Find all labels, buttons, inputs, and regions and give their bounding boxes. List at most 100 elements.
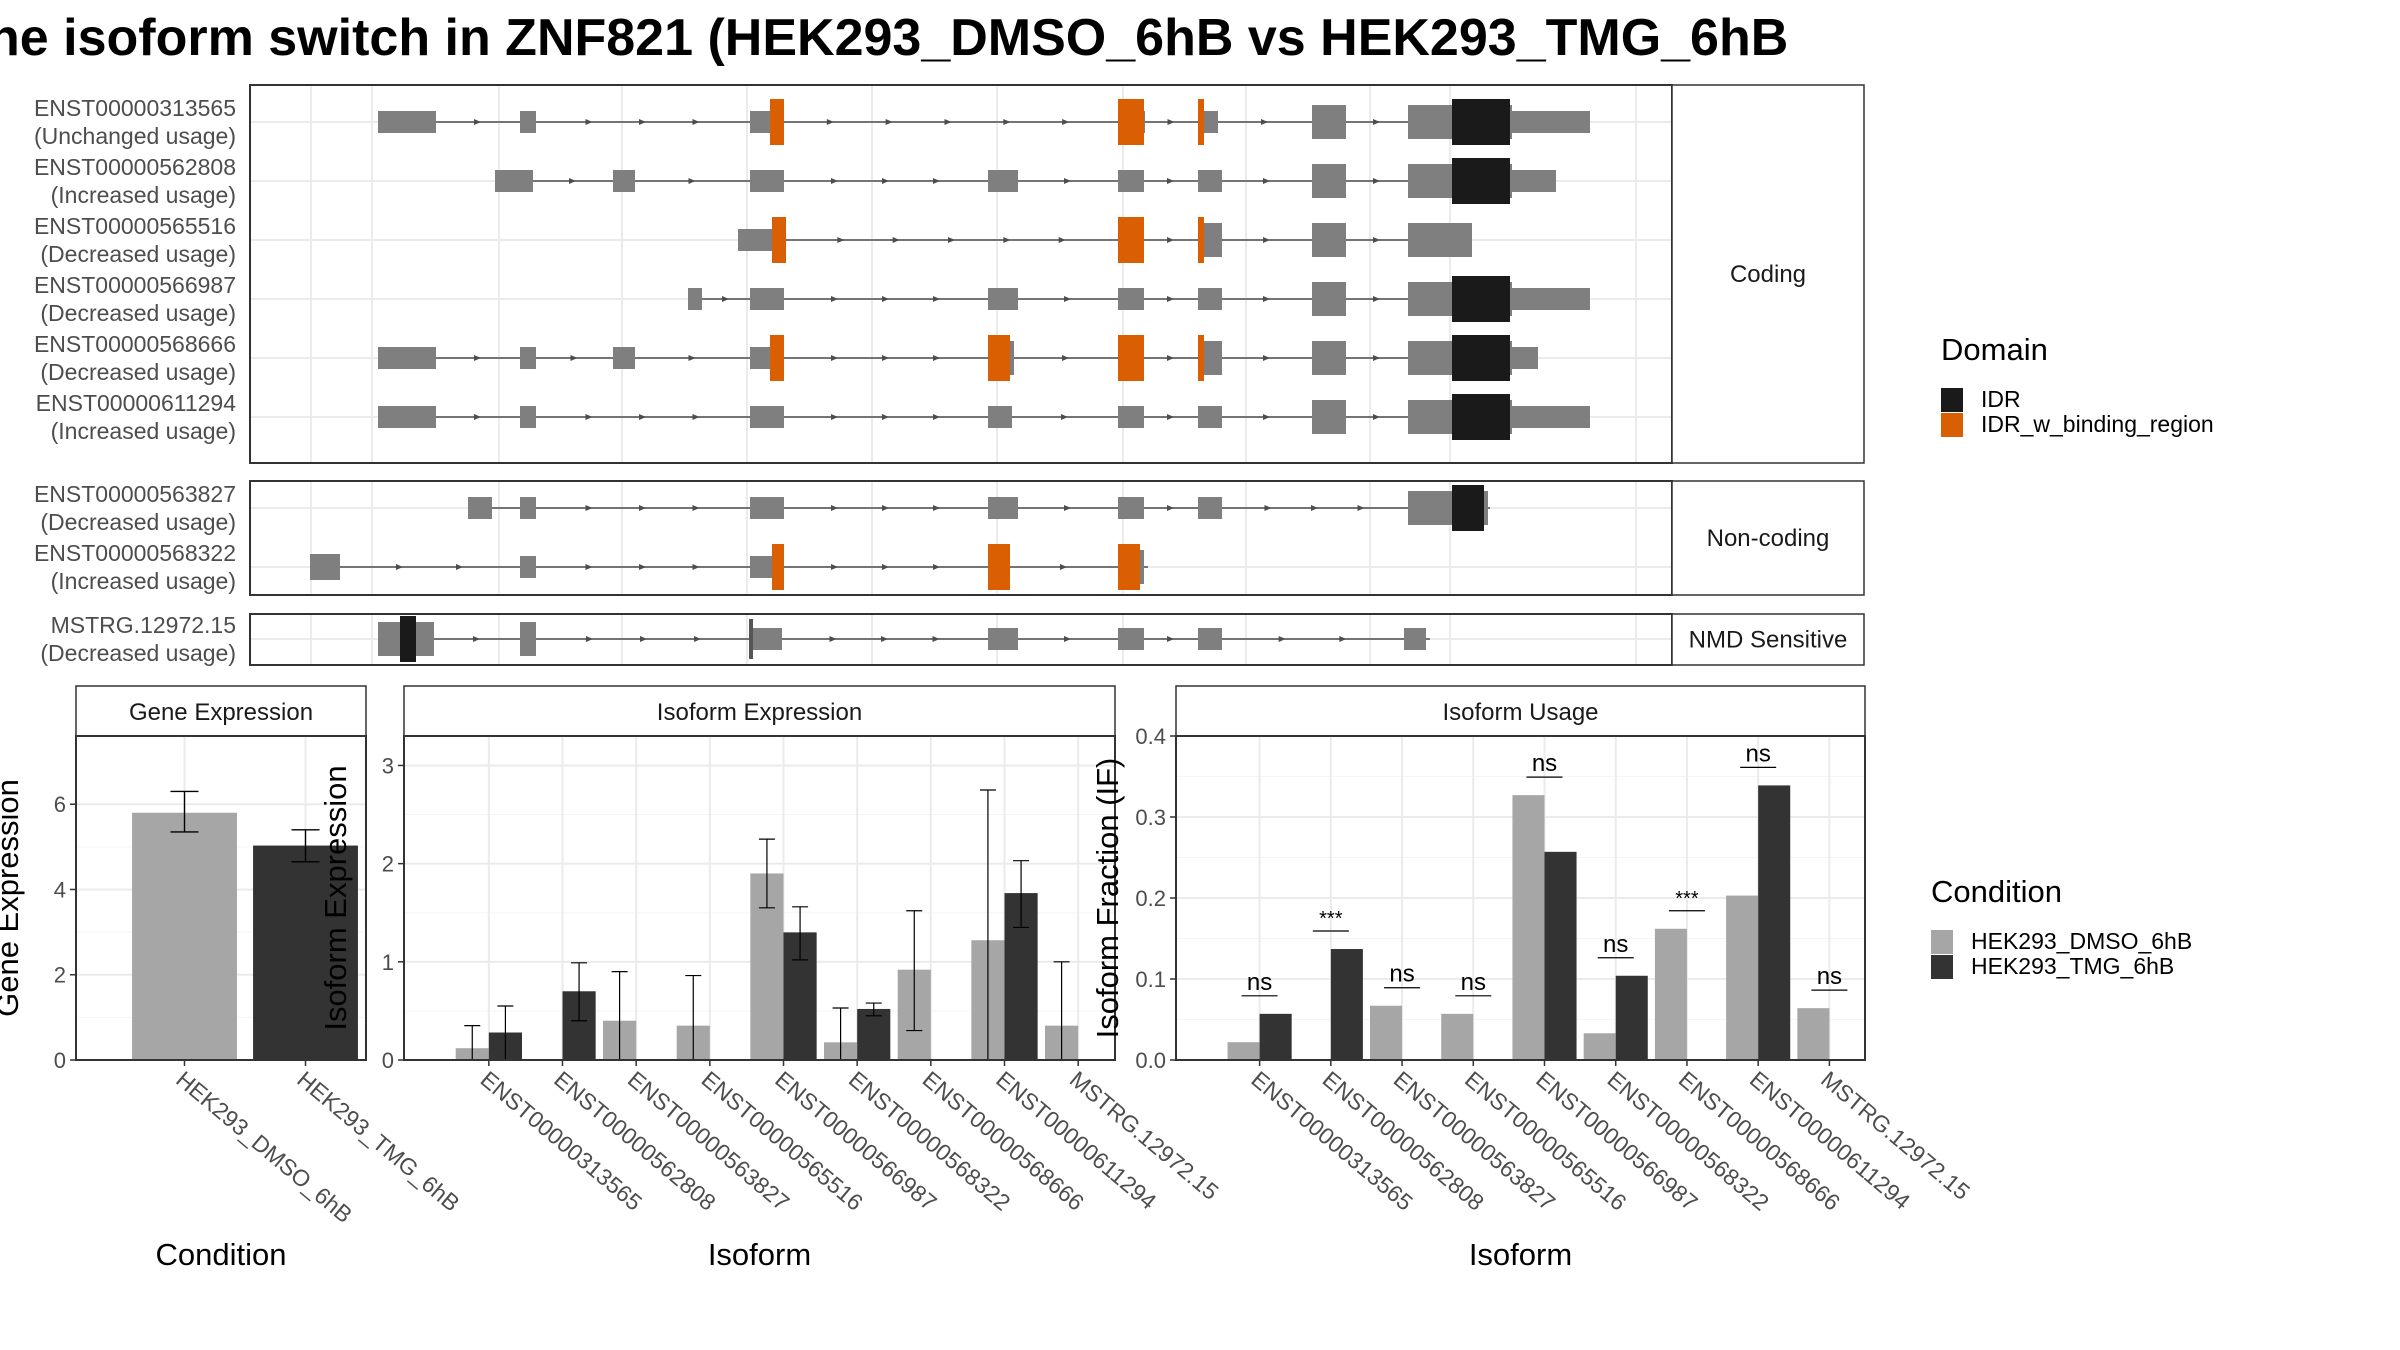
exon: [1118, 628, 1144, 650]
intron-arrow: [585, 564, 593, 570]
transcript-track: [378, 616, 1430, 662]
idr-binding-domain: [770, 335, 784, 381]
bar-chart-2: Isoform Expression0123ENST00000313565ENS…: [318, 685, 1224, 1272]
bar: [1259, 1013, 1292, 1060]
intron-arrow: [831, 564, 838, 570]
intron-arrow: [882, 564, 889, 570]
exon: [1198, 628, 1222, 650]
exon: [1118, 406, 1144, 428]
plot-border: [75, 735, 367, 1061]
intron-arrow: [640, 636, 647, 642]
transcript-name-label: MSTRG.12972.15: [51, 612, 236, 638]
exon: [1408, 282, 1454, 316]
intron-arrow: [831, 296, 838, 302]
intron-arrow: [831, 355, 838, 361]
intron-arrow: [639, 505, 646, 511]
chart-strip: [75, 685, 367, 737]
exon: [520, 622, 536, 656]
significance-label: ns: [1817, 963, 1842, 990]
intron-arrow: [1062, 355, 1069, 361]
plot-border: [403, 735, 1116, 1061]
intron-arrow: [829, 636, 837, 642]
transcript-name-label: ENST00000611294: [36, 390, 237, 416]
structure-strip: [1671, 480, 1865, 596]
intron-arrow: [1311, 505, 1318, 511]
domain-legend-label: IDR: [1981, 386, 2021, 412]
bar: [1512, 795, 1545, 1060]
significance-label: ns: [1603, 931, 1628, 958]
exon: [520, 556, 536, 578]
chart-title: Gene Expression: [129, 699, 313, 726]
exon: [378, 111, 436, 133]
condition-legend-key: [1931, 955, 1953, 979]
exon: [378, 406, 436, 428]
idr-domain: [1452, 335, 1510, 381]
figure-title: he isoform switch in ZNF821 (HEK293_DMSO…: [0, 9, 1789, 67]
idr-binding-domain: [988, 544, 1010, 590]
transcript-track: [495, 158, 1556, 204]
idr-domain: [1452, 485, 1484, 531]
intron-arrow: [933, 178, 940, 184]
intron-arrow: [1167, 237, 1174, 243]
transcript-track: [310, 544, 1148, 590]
structure-strip: [1671, 84, 1865, 464]
condition-legend-key: [1931, 930, 1953, 954]
intron-arrow: [1061, 414, 1068, 420]
intron-arrow: [692, 505, 700, 511]
y-tick-label: 0.1: [1135, 967, 1166, 992]
usage-label: (Decreased usage): [40, 300, 236, 326]
transcript-track: [688, 276, 1590, 322]
transcript-name-label: ENST00000562808: [34, 154, 236, 180]
intron-arrow: [933, 414, 940, 420]
bar: [132, 812, 237, 1060]
intron-arrow: [1278, 636, 1286, 642]
intron-arrow: [1264, 505, 1272, 511]
usage-label: (Decreased usage): [40, 640, 236, 666]
intron-arrow: [1373, 414, 1380, 420]
exon: [750, 497, 784, 519]
usage-label: (Unchanged usage): [34, 123, 236, 149]
intron-arrow: [885, 119, 893, 125]
condition-legend-label: HEK293_TMG_6hB: [1971, 953, 2174, 979]
intron-arrow: [932, 636, 940, 642]
transcript-track: [738, 217, 1472, 263]
bar: [1330, 949, 1363, 1060]
idr-domain: [400, 616, 416, 662]
exon: [1118, 497, 1144, 519]
y-tick-label: 6: [54, 792, 66, 817]
transcript-track: [378, 99, 1590, 145]
idr-binding-domain: [772, 544, 784, 590]
intron-arrow: [944, 119, 952, 125]
structure-panel-2: ENST00000563827(Decreased usage) ENST0000…: [34, 480, 1865, 596]
intron-arrow: [882, 414, 889, 420]
intron-arrow: [585, 414, 593, 420]
intron-arrow: [1373, 178, 1380, 184]
bar: [857, 1008, 891, 1060]
intron-arrow: [722, 296, 729, 302]
intron-arrow: [831, 414, 838, 420]
exon: [988, 170, 1018, 192]
intron-arrow: [892, 237, 900, 243]
domain-legend-key: [1941, 413, 1963, 437]
transcript-name-label: ENST00000313565: [34, 95, 236, 121]
exon: [520, 111, 536, 133]
y-tick-label: 2: [382, 852, 394, 877]
y-tick-label: 0: [382, 1048, 394, 1073]
intron-arrow: [1357, 505, 1365, 511]
intron-arrow: [882, 355, 889, 361]
x-axis-title: Isoform: [1469, 1237, 1572, 1272]
exon: [613, 347, 635, 369]
intron-arrow: [1064, 636, 1071, 642]
exon: [468, 497, 492, 519]
intron-arrow: [1373, 296, 1380, 302]
exon: [1312, 105, 1346, 139]
chart-strip: [403, 685, 1116, 737]
exon: [1312, 341, 1346, 375]
transcript-name-label: ENST00000568322: [34, 540, 236, 566]
y-tick-label: 0.3: [1135, 805, 1166, 830]
exon: [378, 347, 436, 369]
usage-label: (Increased usage): [51, 182, 236, 208]
significance-label: ns: [1745, 740, 1770, 767]
intron-arrow: [474, 119, 481, 125]
intron-arrow: [831, 505, 838, 511]
